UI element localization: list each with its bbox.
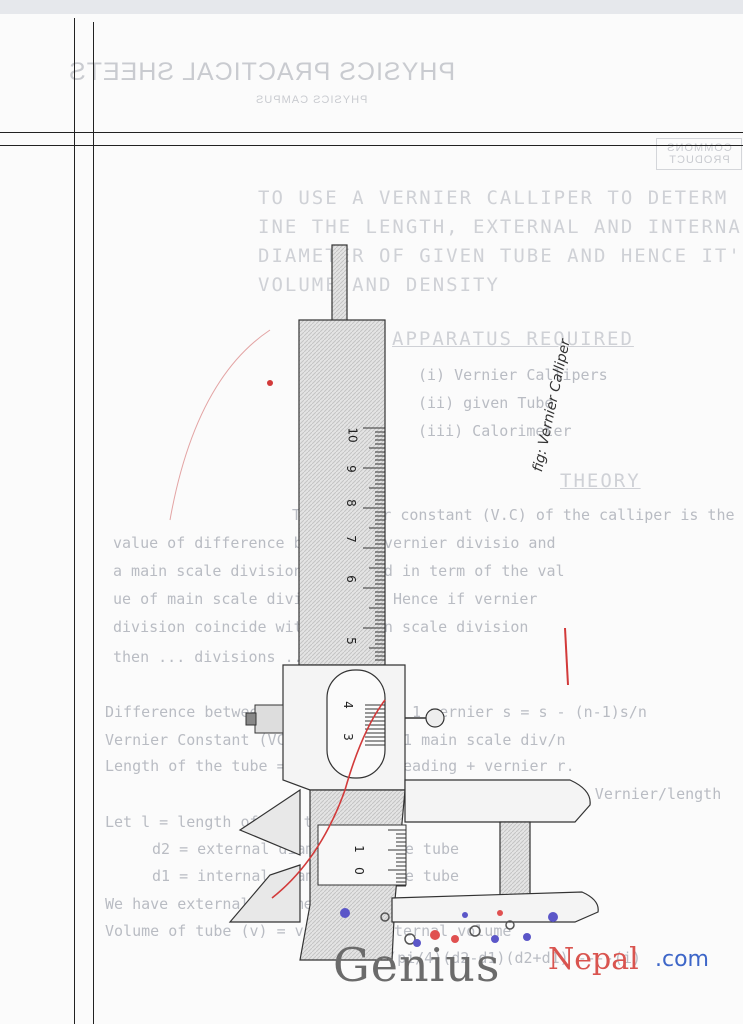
apparatus-heading: APPARATUS REQUIRED (392, 328, 634, 350)
watermark-genius: Genius (333, 938, 501, 992)
inside-jaw-upper (238, 788, 301, 856)
margin-rule-left (74, 18, 75, 1024)
objective-line-1: TO USE A VERNIER CALLIPER TO DETERM (258, 187, 729, 209)
apparatus-item-1: (i) Vernier Callipers (418, 366, 608, 384)
vernier-number-3: 3 (340, 733, 355, 741)
scale-number-5: 5 (343, 637, 358, 645)
theory-line-16: = (pi/4)(d2-d1)(d2+d1) ----(i) (370, 949, 641, 967)
apparatus-item-2: (ii) given Tube (418, 394, 554, 412)
right-lock-knob (425, 708, 445, 728)
depth-rod (331, 244, 348, 322)
main-scale-beam (298, 319, 386, 666)
header-rule-top (0, 132, 743, 133)
main-scale-ticks (363, 427, 385, 746)
red-pencil-stroke (271, 699, 386, 899)
left-clamp-screw (254, 704, 284, 734)
scale-number-6: 6 (343, 575, 358, 583)
page-top-edge (0, 0, 743, 14)
movable-jaw (404, 779, 591, 823)
margin-rule-right (93, 22, 94, 1024)
fixed-jaw (391, 891, 599, 923)
lower-scale (317, 824, 407, 886)
lower-scale-ticks (388, 829, 406, 887)
theory-line-1: The vernier constant (V.C) of the callip… (292, 506, 735, 524)
lower-number-1: 1 (351, 845, 366, 853)
lower-number-0: 0 (351, 867, 366, 875)
vernier-window (326, 669, 386, 779)
tube-section (499, 821, 531, 898)
scale-number-7: 7 (343, 535, 358, 543)
red-arc (169, 329, 271, 521)
header-rule-bottom (0, 145, 743, 146)
scale-number-10: 10 (345, 427, 360, 443)
objective-line-3: DIAMETER OF GIVEN TUBE AND HENCE IT'S (258, 245, 743, 267)
scale-number-8: 8 (343, 499, 358, 507)
vernier-number-4: 4 (340, 701, 355, 709)
watermark-dots (340, 908, 558, 947)
theory-heading: THEORY (560, 470, 641, 492)
scale-number-9: 9 (343, 465, 358, 473)
watermark-com: .com (655, 947, 709, 972)
objective-line-4: VOLUME AND DENSITY (258, 274, 500, 296)
apparatus-item-3: (iii) Calorimeter (418, 422, 572, 440)
watermark-nepal: Nepal (548, 942, 639, 977)
objective-line-2: INE THE LENGTH, EXTERNAL AND INTERNAL (258, 216, 743, 238)
inside-jaw-lower (228, 864, 301, 923)
